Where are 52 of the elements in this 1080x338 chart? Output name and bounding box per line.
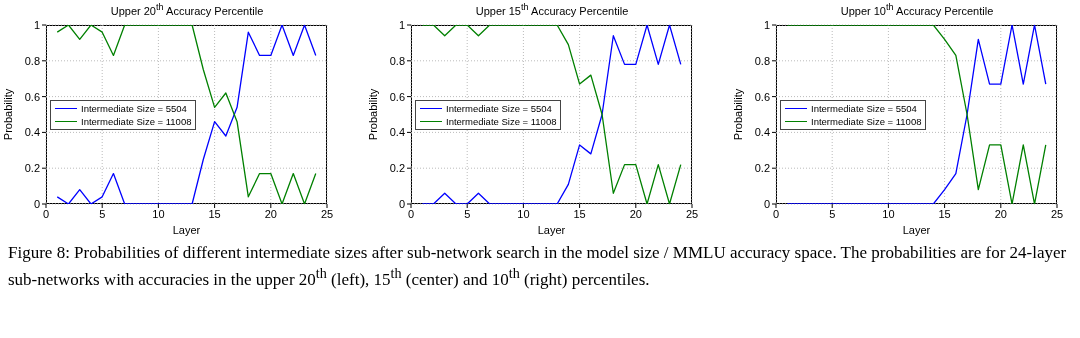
- x-tick-label: 10: [517, 207, 530, 220]
- y-tick-label: 1: [763, 18, 770, 31]
- chart-title: Upper 20$^{th}$ Accuracy Percentile: [109, 2, 265, 17]
- y-tick-label: 1: [398, 18, 405, 31]
- x-tick-label: 5: [829, 207, 836, 220]
- y-tick-label: 1: [33, 18, 40, 31]
- x-axis-title: Layer: [172, 224, 201, 236]
- y-tick-label: 0.2: [389, 162, 405, 175]
- x-tick-label: 25: [685, 207, 699, 220]
- y-axis-title: Probability: [731, 88, 744, 141]
- legend-label: Intermediate Size = 5504: [446, 102, 552, 115]
- y-tick-label: 0.8: [389, 54, 405, 67]
- x-tick-label: 5: [464, 207, 471, 220]
- caption: Figure 8: Probabilities of different intermediate sizes after sub-network search in the model size / MMLU accuracy space. The probabilities are for 24-layer sub-networks with accuracies in the upper 20$^{th}$ (left), 15$^{th}$ (center) and 10$^{th}$ (right) percentiles.: [7, 242, 1068, 290]
- chart-title: Upper 15$^{th}$ Accuracy Percentile: [474, 2, 630, 17]
- x-tick-label: 10: [882, 207, 895, 220]
- legend-label: Intermediate Size = 5504: [81, 102, 187, 115]
- x-tick-label: 0: [772, 207, 780, 220]
- y-tick-label: 0.4: [754, 126, 770, 139]
- y-tick-label: 0.2: [24, 162, 40, 175]
- y-tick-label: 0.4: [389, 126, 405, 139]
- x-tick-label: 0: [42, 207, 50, 220]
- y-tick-label: 0: [33, 197, 40, 210]
- x-tick-label: 15: [938, 207, 951, 220]
- legend-label: Intermediate Size = 11008: [81, 115, 192, 128]
- chart-title: Upper 10$^{th}$ Accuracy Percentile: [839, 2, 995, 17]
- y-tick-label: 0.2: [754, 162, 770, 175]
- y-tick-label: 0.6: [389, 90, 405, 103]
- legend-label: Intermediate Size = 11008: [446, 115, 557, 128]
- x-tick-label: 20: [629, 207, 642, 220]
- x-tick-label: 0: [407, 207, 415, 220]
- x-axis-title: Layer: [902, 224, 931, 236]
- x-axis-title: Layer: [537, 224, 566, 236]
- y-tick-label: 0.8: [24, 54, 40, 67]
- y-axis-title: Probability: [366, 88, 379, 141]
- x-tick-label: 25: [1050, 207, 1064, 220]
- x-tick-label: 20: [264, 207, 277, 220]
- y-tick-label: 0.8: [754, 54, 770, 67]
- legend-label: Intermediate Size = 11008: [811, 115, 922, 128]
- y-tick-label: 0.6: [24, 90, 40, 103]
- x-tick-label: 5: [99, 207, 106, 220]
- y-tick-label: 0: [763, 197, 770, 210]
- y-axis-title: Probability: [1, 88, 14, 141]
- legend-label: Intermediate Size = 5504: [811, 102, 917, 115]
- x-tick-label: 10: [152, 207, 165, 220]
- y-tick-label: 0: [398, 197, 405, 210]
- x-tick-label: 25: [320, 207, 334, 220]
- x-tick-label: 15: [573, 207, 586, 220]
- x-tick-label: 20: [994, 207, 1007, 220]
- y-tick-label: 0.4: [24, 126, 40, 139]
- x-tick-label: 15: [208, 207, 221, 220]
- y-tick-label: 0.6: [754, 90, 770, 103]
